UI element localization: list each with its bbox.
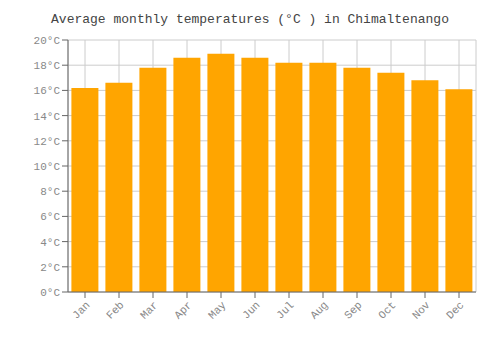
- html-text:Average monthly temperatures (: Average monthly temperatures (°C ) in Ch…: [51, 12, 449, 27]
- svg-text:Jun: Jun: [240, 299, 262, 321]
- svg-text:10°C: 10°C: [34, 161, 61, 173]
- svg-text:2°C: 2°C: [40, 262, 60, 274]
- svg-text:20°C: 20°C: [34, 35, 61, 47]
- svg-text:6°C: 6°C: [40, 211, 60, 223]
- svg-text:Jan: Jan: [70, 299, 92, 321]
- svg-text:14°C: 14°C: [34, 111, 61, 123]
- svg-text:Oct: Oct: [376, 299, 398, 321]
- svg-text:16°C: 16°C: [34, 85, 61, 97]
- svg-text:12°C: 12°C: [34, 136, 61, 148]
- svg-text:Sep: Sep: [342, 299, 364, 321]
- svg-text:Mar: Mar: [138, 299, 160, 321]
- svg-text:18°C: 18°C: [34, 60, 61, 72]
- svg-text:May: May: [206, 299, 229, 322]
- svg-text:4°C: 4°C: [40, 237, 60, 249]
- svg-text:8°C: 8°C: [40, 186, 60, 198]
- svg-text:Feb: Feb: [104, 299, 126, 321]
- svg-text:0°C: 0°C: [40, 287, 60, 299]
- svg-text:Nov: Nov: [410, 299, 433, 322]
- svg-text:Jul: Jul: [274, 299, 296, 321]
- svg-text:Apr: Apr: [172, 299, 194, 321]
- svg-text:Dec: Dec: [444, 299, 466, 321]
- svg-text:Aug: Aug: [308, 299, 330, 321]
